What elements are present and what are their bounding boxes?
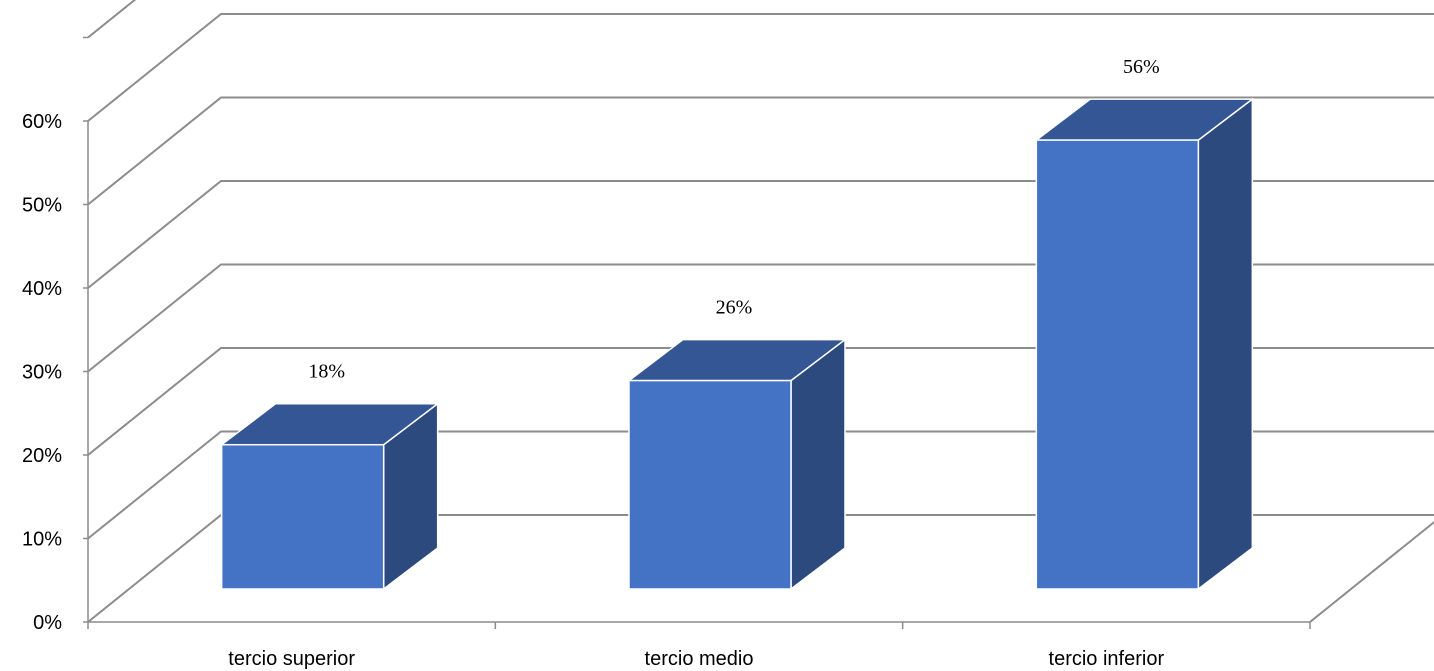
y-tick-label: 60%: [22, 111, 62, 133]
gridline: [87, 430, 1434, 540]
gridline: [87, 96, 1434, 206]
y-tick-label: 0%: [33, 612, 62, 634]
floor-right-edge: [1309, 520, 1434, 623]
data-label: 18%: [308, 361, 345, 383]
x-category-label: tercio medio: [645, 648, 754, 670]
x-category-label: tercio superior: [228, 648, 355, 670]
y-tick-label: 30%: [22, 362, 62, 384]
gridline: [87, 180, 1434, 289]
y-tick-label: 50%: [22, 195, 62, 217]
x-category-label: tercio inferior: [1049, 648, 1165, 670]
gridline: [87, 0, 137, 39]
bar-front-face: [220, 443, 385, 590]
grid-layer: [83, 0, 1434, 629]
y-tick-label: 10%: [22, 529, 62, 551]
bar: [626, 338, 848, 591]
gridline: [87, 347, 1434, 456]
bar: [219, 402, 440, 591]
gridline: [87, 263, 1434, 373]
bars-layer: [219, 97, 1255, 591]
bar-side-face: [1197, 97, 1254, 591]
bar: [1034, 97, 1255, 591]
y-tick-label: 40%: [22, 278, 62, 300]
data-label: 56%: [1123, 56, 1160, 78]
data-label: 26%: [716, 297, 753, 319]
bar-side-face: [790, 338, 846, 591]
bar-front-face: [628, 379, 792, 590]
labels-layer: 0% 10% 20% 30% 40% 50% 60% 18% tercio superior 26…: [22, 56, 1164, 670]
y-tick-label: 20%: [22, 445, 62, 467]
gridline: [87, 13, 1434, 122]
bar-front-face: [1035, 139, 1200, 590]
